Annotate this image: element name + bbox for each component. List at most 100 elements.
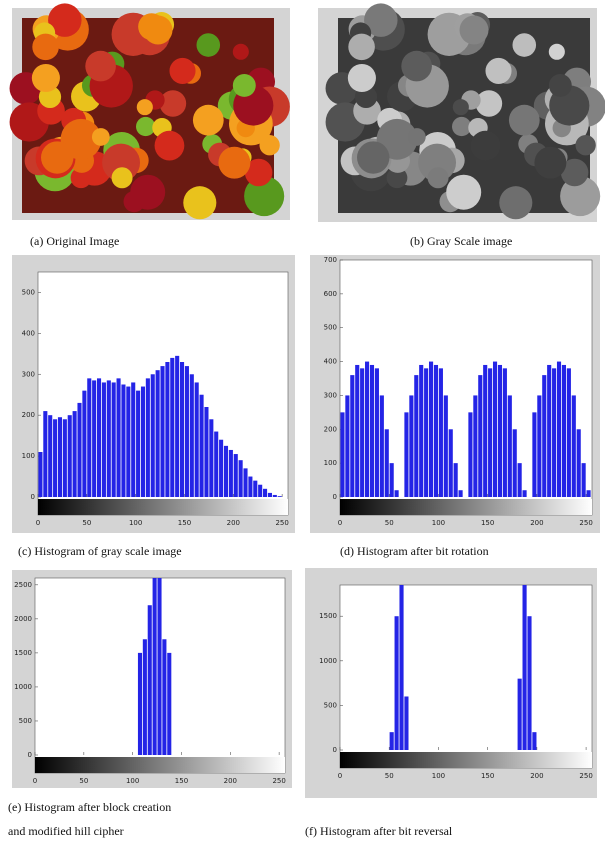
bar [523,490,527,497]
colorbar [340,752,592,768]
y-tick-label: 0 [333,493,337,501]
bar [268,493,272,497]
fruit [485,58,511,84]
bar [53,419,57,497]
bar [360,368,364,497]
fruit [499,186,532,219]
fruit [428,167,449,188]
bar [209,419,213,497]
fruit [32,34,59,61]
x-tick-label: 50 [82,519,91,527]
bar [577,429,581,497]
fruit [575,135,595,155]
bar [229,450,233,497]
x-tick-label: 100 [432,772,445,780]
x-tick-label: 250 [579,519,592,527]
bar [121,385,125,498]
bar [557,362,561,497]
x-tick-label: 250 [272,777,285,785]
fruit [348,34,375,61]
bar [263,489,267,497]
x-tick-label: 200 [224,777,237,785]
y-tick-label: 2000 [14,615,32,623]
y-tick-label: 1000 [319,657,337,665]
bar [478,375,482,497]
y-tick-label: 100 [22,452,35,460]
fruit [453,99,469,115]
bar [488,368,492,497]
bar [586,490,590,497]
bar [224,446,228,497]
fruit [348,64,376,92]
plot-area [340,585,592,768]
y-tick-label: 1500 [319,612,337,620]
x-tick-label: 150 [178,519,191,527]
bar [439,368,443,497]
bar [239,460,243,497]
x-tick-label: 0 [338,519,342,527]
bar [82,391,86,497]
bar [258,485,262,497]
bar [243,468,247,497]
y-tick-label: 500 [19,717,32,725]
x-tick-label: 250 [275,519,288,527]
bar [77,403,81,497]
fruit [32,64,60,92]
figure: (a) Original Image (b) Gray Scale image … [0,0,605,843]
y-tick-label: 300 [324,391,337,399]
bar [157,551,161,755]
page: (a) Original Image (b) Gray Scale image … [0,0,605,843]
fruit [169,58,195,84]
bar [102,382,106,497]
fruit [446,175,481,210]
y-tick-label: 500 [324,701,337,709]
y-tick-label: 0 [28,751,32,759]
bar [165,362,169,497]
bar [273,495,277,497]
bar [572,395,576,497]
bar [170,358,174,497]
bar [370,365,374,497]
bar [419,365,423,497]
bar [498,365,502,497]
x-tick-label: 250 [579,772,592,780]
x-tick-label: 0 [33,777,37,785]
colorbar [38,499,288,515]
x-tick-label: 50 [385,519,394,527]
y-tick-label: 2500 [14,581,32,589]
bar [385,429,389,497]
bar [97,378,101,497]
bar [513,429,517,497]
colorbar [340,499,592,515]
bar [523,572,527,750]
x-tick-label: 100 [126,777,139,785]
bar [345,395,349,497]
bar [395,490,399,497]
bar [444,395,448,497]
fruit [92,128,110,146]
y-tick-label: 300 [22,370,35,378]
fruit [155,131,185,161]
y-tick-label: 600 [324,290,337,298]
x-tick-label: 0 [36,519,40,527]
x-tick-label: 100 [432,519,445,527]
caption: (e) Histogram after block creation [8,800,171,814]
fruit [460,16,489,45]
bar [350,375,354,497]
bar [48,415,52,497]
bar [148,605,152,755]
bar [503,368,507,497]
x-tick-label: 150 [175,777,188,785]
fruit [130,175,165,210]
fruit [471,131,501,161]
caption: and modified hill cipher [8,824,124,838]
bar [160,366,164,497]
fruit [137,99,153,115]
bar [156,370,160,497]
x-tick-label: 150 [481,519,494,527]
y-tick-label: 0 [31,493,35,501]
bar [175,356,179,497]
bar [143,639,147,755]
y-tick-label: 1500 [14,649,32,657]
bar [468,412,472,497]
